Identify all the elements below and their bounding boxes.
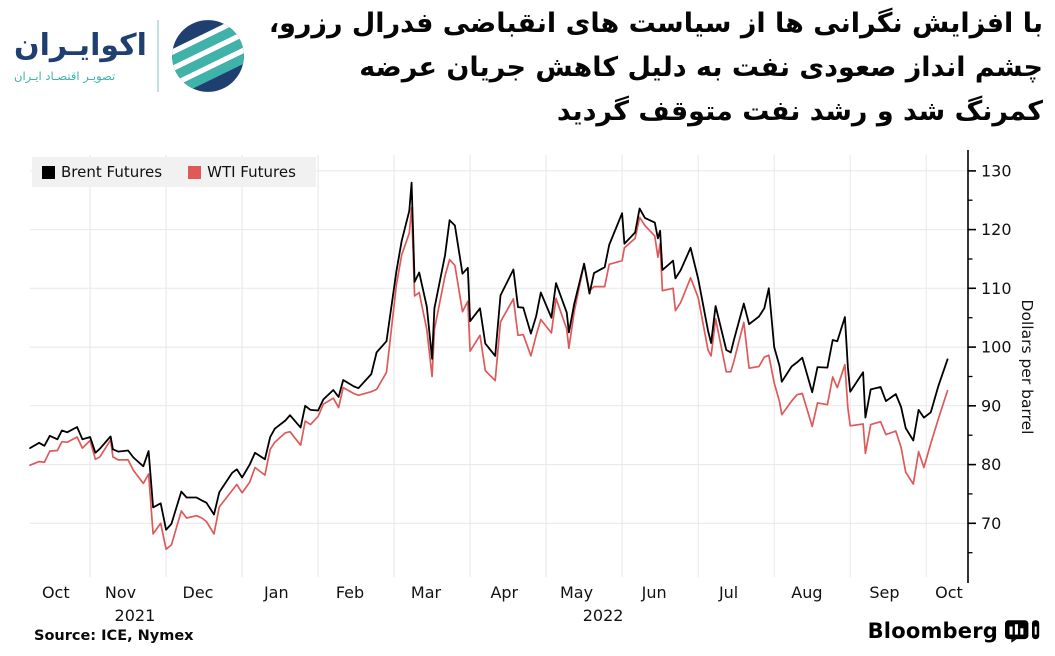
- x-tick-label: Oct: [42, 583, 70, 602]
- x-year-label: 2022: [583, 606, 624, 625]
- brand-tagline: تصویـر اقتصـاد ایـران: [14, 69, 116, 83]
- bloomberg-logo: Bloomberg: [868, 619, 1041, 643]
- chart-legend: Brent Futures WTI Futures: [32, 157, 316, 187]
- brent-swatch-icon: [42, 165, 55, 179]
- brand-text-block: اکوایـران تصویـر اقتصـاد ایـران: [14, 29, 147, 83]
- x-tick-label: Jun: [641, 583, 667, 602]
- brand-globe-icon: [172, 20, 244, 92]
- legend-item-brent: Brent Futures: [42, 163, 162, 181]
- chart-title: با افزایش نگرانی ها از سیاست های انقباضی…: [253, 2, 1043, 134]
- x-tick-label: Nov: [105, 583, 136, 602]
- y-tick-label: 90: [981, 396, 1001, 415]
- bloomberg-wordmark: Bloomberg: [867, 619, 998, 643]
- title-line-1: با افزایش نگرانی ها از سیاست های انقباضی…: [268, 8, 1043, 39]
- brand-logo: اکوایـران تصویـر اقتصـاد ایـران: [14, 12, 247, 100]
- x-tick-label: Apr: [490, 583, 518, 602]
- x-tick-label: Sep: [869, 583, 899, 602]
- y-axis-title: Dollars per barrel: [1018, 300, 1036, 435]
- source-note: Source: ICE, Nymex: [34, 628, 194, 644]
- y-tick-label: 120: [981, 220, 1012, 239]
- x-tick-label: Jan: [263, 583, 289, 602]
- x-year-label: 2021: [115, 606, 156, 625]
- y-tick-label: 110: [981, 279, 1012, 298]
- wti-line: [29, 207, 949, 551]
- x-tick-label: Mar: [411, 583, 442, 602]
- logo-divider: [156, 20, 159, 92]
- x-tick-label: Aug: [791, 583, 822, 602]
- brand-name: اکوایـران: [14, 28, 147, 63]
- x-tick-label: Oct: [935, 583, 963, 602]
- brent-line: [29, 181, 949, 531]
- legend-label-brent: Brent Futures: [61, 163, 163, 181]
- y-tick-label: 70: [981, 514, 1001, 533]
- title-line-3: کمرنگ شد و رشد نفت متوقف گردید: [556, 96, 1043, 127]
- x-tick-label: Dec: [183, 583, 214, 602]
- legend-label-wti: WTI Futures: [207, 163, 296, 181]
- x-tick-label: Feb: [336, 583, 364, 602]
- y-tick-label: 100: [981, 338, 1012, 357]
- bloomberg-terminal-icon: [1005, 620, 1040, 643]
- x-tick-label: Jul: [718, 583, 738, 602]
- legend-item-wti: WTI Futures: [188, 163, 296, 181]
- wti-swatch-icon: [188, 165, 202, 179]
- y-tick-label: 80: [981, 455, 1001, 474]
- title-line-2: چشم انداز صعودی نفت به دلیل کاهش جریان ع…: [359, 52, 1043, 83]
- y-tick-label: 130: [981, 161, 1012, 180]
- x-tick-label: May: [560, 583, 593, 602]
